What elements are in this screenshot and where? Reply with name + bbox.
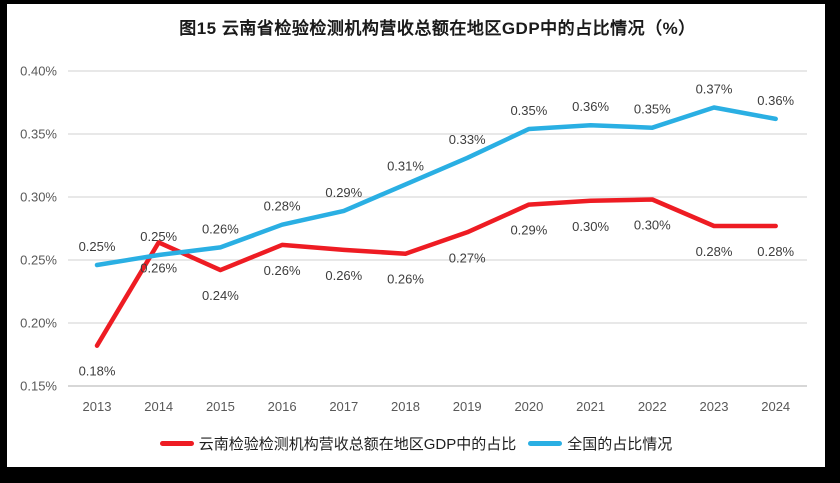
data-label-national: 0.25% bbox=[140, 229, 177, 244]
x-tick-label: 2014 bbox=[144, 399, 173, 414]
data-label-yunnan: 0.18% bbox=[79, 364, 116, 379]
data-label-national: 0.25% bbox=[79, 239, 116, 254]
data-label-yunnan: 0.24% bbox=[202, 288, 239, 303]
data-label-yunnan: 0.28% bbox=[757, 244, 794, 259]
data-label-yunnan: 0.26% bbox=[325, 268, 362, 283]
data-label-yunnan: 0.26% bbox=[387, 272, 424, 287]
data-label-national: 0.36% bbox=[757, 93, 794, 108]
legend-label-yunnan: 云南检验检测机构营收总额在地区GDP中的占比 bbox=[198, 436, 517, 453]
x-tick-label: 2019 bbox=[453, 399, 482, 414]
y-tick-label: 0.25% bbox=[20, 253, 57, 268]
x-tick-label: 2023 bbox=[700, 399, 729, 414]
data-label-yunnan: 0.29% bbox=[510, 223, 547, 238]
data-label-national: 0.26% bbox=[202, 221, 239, 236]
x-tick-label: 2022 bbox=[638, 399, 667, 414]
data-label-national: 0.33% bbox=[449, 132, 486, 147]
x-tick-label: 2020 bbox=[514, 399, 543, 414]
legend-item-yunnan: 云南检验检测机构营收总额在地区GDP中的占比 bbox=[159, 433, 517, 454]
y-tick-label: 0.35% bbox=[20, 127, 57, 142]
x-tick-label: 2015 bbox=[206, 399, 235, 414]
data-label-national: 0.35% bbox=[634, 102, 671, 117]
data-label-yunnan: 0.27% bbox=[449, 250, 486, 265]
data-label-national: 0.29% bbox=[325, 185, 362, 200]
data-label-national: 0.31% bbox=[387, 158, 424, 173]
data-label-yunnan: 0.28% bbox=[696, 244, 733, 259]
y-tick-label: 0.40% bbox=[20, 64, 57, 79]
data-label-yunnan: 0.30% bbox=[634, 218, 671, 233]
data-label-national: 0.37% bbox=[696, 82, 733, 97]
x-tick-label: 2016 bbox=[268, 399, 297, 414]
legend-label-national: 全国的占比情况 bbox=[567, 436, 673, 453]
chart-surface: 图15 云南省检验检测机构营收总额在地区GDP中的占比情况（%） 0.40% 0.… bbox=[7, 4, 825, 467]
data-label-national: 0.36% bbox=[572, 99, 609, 114]
y-tick-label: 0.30% bbox=[20, 190, 57, 205]
data-label-national: 0.28% bbox=[264, 199, 301, 214]
y-tick-label: 0.15% bbox=[20, 379, 57, 394]
chart-title: 图15 云南省检验检测机构营收总额在地区GDP中的占比情况（%） bbox=[179, 19, 696, 38]
plot-area: 0.40% 0.35% 0.30% 0.25% 0.20% 0.15% 2013 2014 20… bbox=[20, 64, 807, 414]
legend-item-national: 全国的占比情况 bbox=[528, 433, 672, 454]
data-label-yunnan: 0.26% bbox=[140, 260, 177, 275]
data-label-national: 0.35% bbox=[510, 103, 547, 118]
x-tick-label: 2018 bbox=[391, 399, 420, 414]
data-label-yunnan: 0.26% bbox=[264, 263, 301, 278]
data-label-yunnan: 0.30% bbox=[572, 219, 609, 234]
series-line-national bbox=[94, 105, 778, 268]
legend-line-national-icon bbox=[528, 441, 563, 446]
y-tick-label: 0.20% bbox=[20, 316, 57, 331]
x-tick-label: 2021 bbox=[576, 399, 605, 414]
x-tick-label: 2024 bbox=[761, 399, 790, 414]
legend: 云南检验检测机构营收总额在地区GDP中的占比 全国的占比情况 bbox=[7, 433, 825, 454]
legend-line-yunnan-icon bbox=[159, 441, 194, 446]
x-tick-label: 2013 bbox=[83, 399, 112, 414]
x-tick-label: 2017 bbox=[329, 399, 358, 414]
series-line-yunnan bbox=[94, 197, 778, 348]
